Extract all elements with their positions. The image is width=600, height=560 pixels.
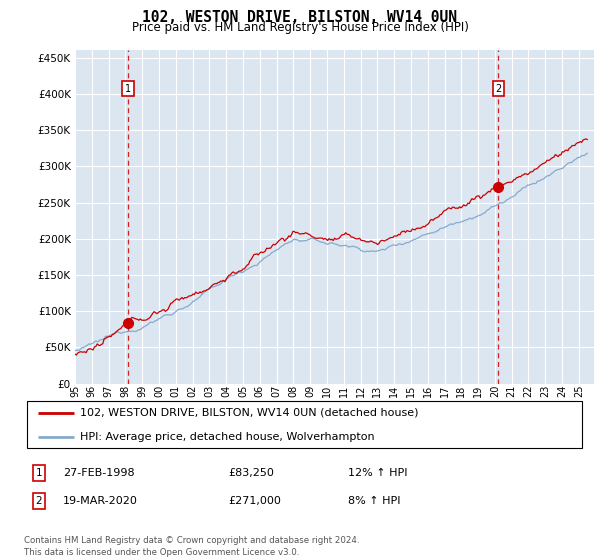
Text: HPI: Average price, detached house, Wolverhampton: HPI: Average price, detached house, Wolv…	[80, 432, 375, 442]
Text: 19-MAR-2020: 19-MAR-2020	[63, 496, 138, 506]
Text: £83,250: £83,250	[228, 468, 274, 478]
Text: 102, WESTON DRIVE, BILSTON, WV14 0UN (detached house): 102, WESTON DRIVE, BILSTON, WV14 0UN (de…	[80, 408, 419, 418]
Text: Contains HM Land Registry data © Crown copyright and database right 2024.
This d: Contains HM Land Registry data © Crown c…	[24, 536, 359, 557]
Text: 1: 1	[125, 83, 131, 94]
Text: 2: 2	[35, 496, 43, 506]
Text: 12% ↑ HPI: 12% ↑ HPI	[348, 468, 407, 478]
Text: £271,000: £271,000	[228, 496, 281, 506]
Text: 27-FEB-1998: 27-FEB-1998	[63, 468, 134, 478]
Text: 102, WESTON DRIVE, BILSTON, WV14 0UN: 102, WESTON DRIVE, BILSTON, WV14 0UN	[143, 10, 458, 25]
Text: 1: 1	[35, 468, 43, 478]
Text: Price paid vs. HM Land Registry's House Price Index (HPI): Price paid vs. HM Land Registry's House …	[131, 21, 469, 34]
Text: 8% ↑ HPI: 8% ↑ HPI	[348, 496, 401, 506]
Text: 2: 2	[496, 83, 502, 94]
FancyBboxPatch shape	[27, 402, 582, 448]
